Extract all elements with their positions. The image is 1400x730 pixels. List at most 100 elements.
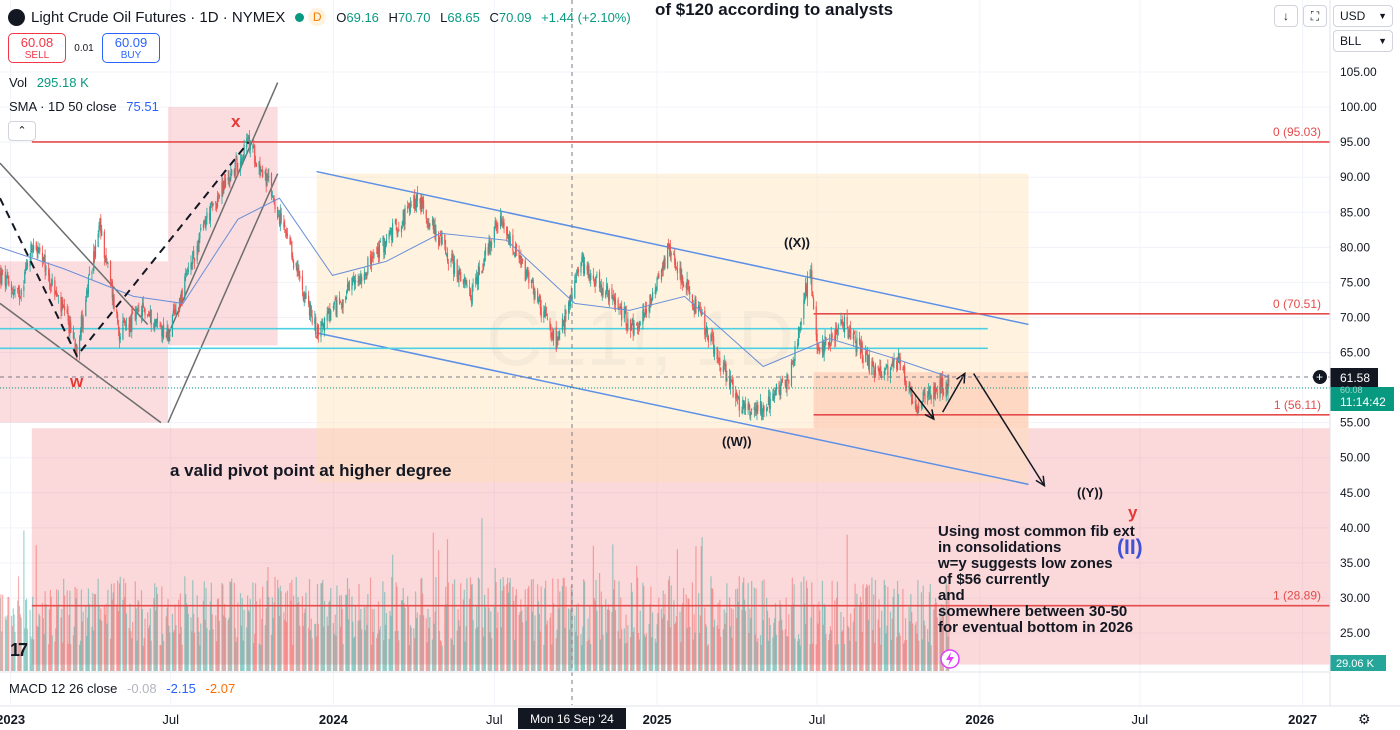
candle-body — [884, 369, 886, 371]
candle-body — [732, 379, 734, 397]
volume-bar — [416, 612, 418, 671]
volume-bar — [736, 588, 739, 671]
price-axis[interactable]: 105.00100.0095.0090.0085.0080.0075.0070.… — [1340, 65, 1377, 640]
volume-bar — [191, 631, 193, 671]
last-price-badge: 60.08 — [1340, 385, 1363, 395]
fullscreen-button[interactable]: ⛶ — [1303, 5, 1327, 27]
volume-bar — [292, 595, 295, 671]
candle-body — [866, 354, 869, 366]
candle-body — [132, 311, 134, 313]
volume-bar — [347, 619, 350, 671]
candle-body — [774, 389, 777, 396]
symbol-title[interactable]: Light Crude Oil Futures · 1D · NYMEX — [31, 8, 286, 26]
candle-body — [211, 202, 213, 205]
candle-body — [327, 310, 329, 314]
candle-body — [592, 275, 594, 279]
candle-body — [392, 223, 394, 242]
volume-bar — [853, 608, 855, 671]
volume-bar — [243, 609, 245, 671]
volume-bar — [431, 639, 434, 671]
volume-bar — [936, 617, 938, 671]
volume-bar — [258, 643, 260, 671]
volume-bar — [247, 610, 250, 671]
candle-body — [384, 241, 387, 249]
tradingview-logo-icon[interactable]: 17 — [10, 640, 28, 660]
candle-body — [687, 280, 689, 285]
volume-bar — [887, 586, 889, 671]
volume-bar — [249, 599, 251, 671]
volume-bar — [241, 598, 243, 671]
volume-bar — [91, 626, 93, 671]
sma-indicator[interactable]: SMA · 1D 50 close 75.51 — [9, 99, 159, 114]
candle-body — [512, 234, 514, 251]
candle-body — [712, 334, 714, 337]
add-alert-icon[interactable] — [1313, 370, 1327, 384]
candle-body — [896, 364, 899, 371]
volume-bar — [555, 638, 557, 671]
volume-bar — [861, 632, 863, 671]
time-axis[interactable]: 2023Jul2024Jul2025Jul2026Jul2027 — [0, 712, 1317, 727]
candle-body — [197, 244, 199, 252]
currency-select[interactable]: USD ▼ — [1333, 5, 1393, 27]
candle-body — [617, 299, 619, 309]
candle-body — [841, 321, 843, 323]
volume-bar — [335, 635, 337, 671]
candle-body — [623, 306, 625, 319]
price-tick-label: 35.00 — [1340, 556, 1370, 570]
volume-bar — [403, 603, 405, 671]
sell-button[interactable]: 60.08 SELL — [8, 33, 66, 63]
volume-bar — [466, 578, 468, 671]
volume-bar — [638, 639, 640, 671]
volume-bar — [224, 603, 226, 671]
volume-bar — [586, 641, 588, 671]
candle-body — [311, 316, 313, 324]
volume-bar — [366, 624, 368, 671]
volume-bar — [587, 618, 589, 671]
candle-body — [316, 325, 319, 339]
channel-line — [316, 170, 1029, 326]
unit-select[interactable]: BLL ▼ — [1333, 30, 1393, 52]
settings-gear-icon[interactable]: ⚙ — [1358, 711, 1371, 727]
volume-bar — [100, 608, 102, 671]
volume-bar — [178, 633, 181, 671]
collapse-legend-button[interactable]: ⌃ — [8, 121, 36, 141]
candle-body — [124, 319, 126, 324]
volume-indicator[interactable]: Vol 295.18 K — [9, 75, 89, 90]
volume-bar — [453, 579, 456, 671]
candle-body — [445, 254, 448, 256]
volume-bar — [55, 589, 58, 671]
candle-body — [823, 348, 825, 355]
candle-body — [248, 134, 250, 148]
candle-body — [860, 341, 862, 353]
volume-bar — [852, 621, 854, 671]
volume-bar — [224, 617, 227, 671]
candle-body — [425, 210, 427, 219]
volume-bar — [215, 615, 217, 671]
candle-body — [403, 212, 405, 226]
macd-indicator[interactable]: MACD 12 26 close -0.08 -2.15 -2.07 — [9, 681, 235, 696]
volume-bar — [768, 617, 770, 671]
download-button[interactable]: ↓ — [1274, 5, 1298, 27]
volume-bar — [279, 585, 281, 671]
candle-body — [422, 200, 425, 209]
candle-body — [131, 313, 133, 332]
volume-bar — [41, 602, 44, 671]
volume-bar — [759, 635, 762, 671]
candle-body — [922, 391, 924, 402]
candle-body — [162, 326, 164, 338]
buy-button[interactable]: 60.09 BUY — [102, 33, 160, 63]
candle-body — [805, 283, 807, 294]
candle-body — [74, 339, 76, 349]
candle-body — [435, 230, 437, 237]
candle-body — [215, 201, 217, 204]
volume-bar — [160, 645, 162, 671]
volume-bar — [499, 579, 502, 671]
volume-bar — [6, 615, 8, 671]
volume-bar — [259, 598, 261, 671]
candle-body — [231, 169, 233, 175]
volume-bar — [922, 585, 924, 671]
volume-bar — [911, 611, 913, 671]
candle-body — [675, 268, 678, 270]
volume-bar — [101, 620, 103, 671]
